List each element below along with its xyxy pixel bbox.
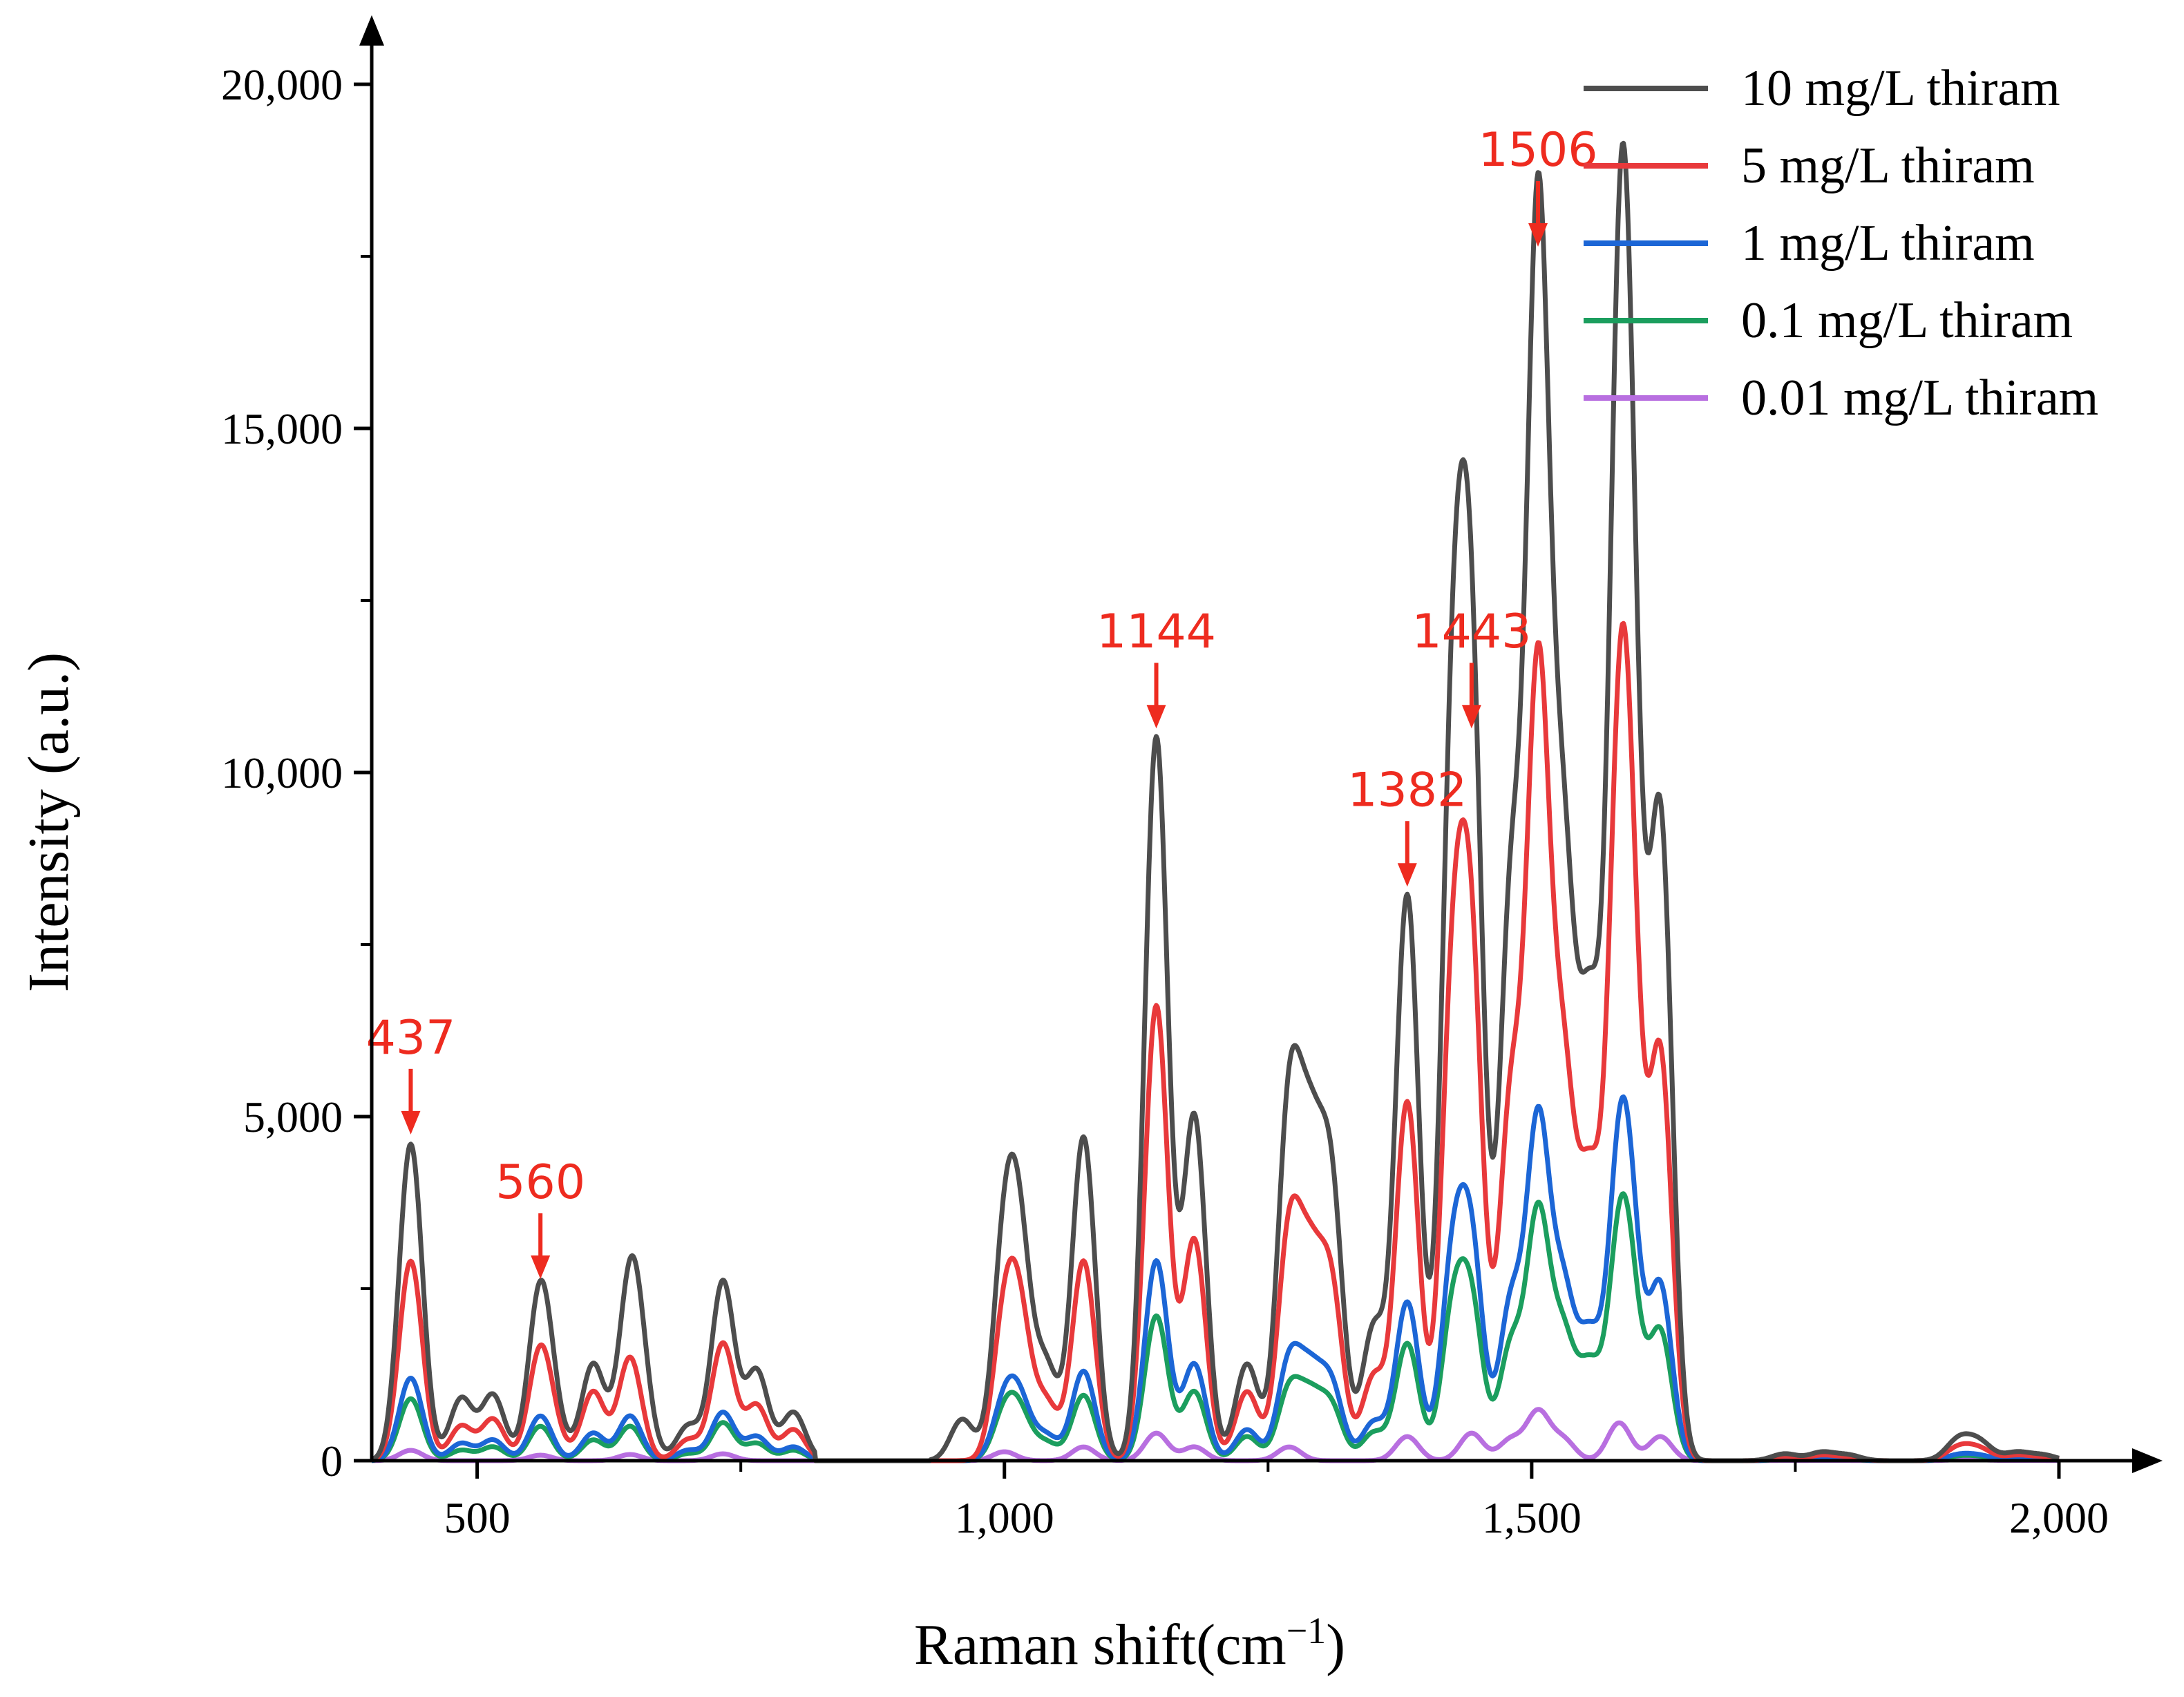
series-line-5-mg-l-thiram — [370, 620, 2060, 1463]
legend-label-5-mg-l-thiram: 5 mg/L thiram — [1741, 138, 2035, 194]
legend-label-10-mg-l-thiram: 10 mg/L thiram — [1741, 60, 2060, 117]
x-tick-label: 1,000 — [955, 1493, 1054, 1542]
axes: 500 1,000 1,500 2,000 0 5,000 10,000 15,000 20,0… — [221, 15, 2163, 1542]
legend: 10 mg/L thiram 5 mg/L thiram 1 mg/L thiram… — [1584, 60, 2098, 426]
x-tick-label: 1,500 — [1482, 1493, 1582, 1542]
legend-label-0-1-mg-l-thiram: 0.1 mg/L thiram — [1741, 292, 2073, 349]
y-tick-label: 20,000 — [221, 60, 343, 109]
annotation-arrowhead-1443 — [1461, 705, 1481, 729]
x-axis-arrow — [2132, 1448, 2163, 1473]
y-tick-label: 15,000 — [221, 404, 343, 453]
legend-label-1-mg-l-thiram: 1 mg/L thiram — [1741, 215, 2035, 272]
y-axis-title: Intensity (a.u.) — [17, 652, 81, 992]
annotation-label-1382: 1382 — [1347, 763, 1467, 817]
series-line-10-mg-l-thiram — [370, 140, 2060, 1463]
x-tick-label: 2,000 — [2009, 1493, 2109, 1542]
legend-label-0-01-mg-l-thiram: 0.01 mg/L thiram — [1741, 370, 2098, 426]
annotation-label-1506: 1506 — [1479, 123, 1598, 178]
annotation-arrowhead-560 — [531, 1255, 551, 1279]
annotation-label-1443: 1443 — [1412, 605, 1531, 659]
x-axis-title: Raman shift(cm−1) — [914, 1610, 1345, 1677]
annotation-arrowhead-1144 — [1146, 705, 1166, 729]
annotation-layer: 437 560 1144 1382 1443 1506 — [366, 123, 1598, 1279]
annotation-arrowhead-437 — [401, 1110, 421, 1135]
y-tick-label: 5,000 — [243, 1092, 343, 1141]
annotation-label-1144: 1144 — [1096, 605, 1216, 659]
annotation-arrowhead-1506 — [1528, 223, 1548, 247]
y-tick-label: 10,000 — [221, 748, 343, 797]
annotation-arrowhead-1382 — [1397, 863, 1417, 887]
x-tick-label: 500 — [444, 1493, 511, 1542]
annotation-label-437: 437 — [366, 1011, 456, 1065]
y-tick-label: 0 — [321, 1437, 343, 1486]
y-axis-arrow — [359, 15, 384, 46]
annotation-label-560: 560 — [495, 1155, 585, 1210]
